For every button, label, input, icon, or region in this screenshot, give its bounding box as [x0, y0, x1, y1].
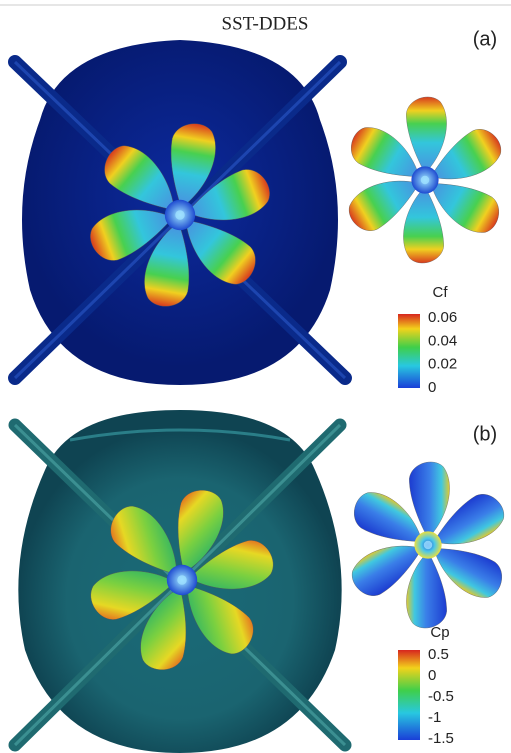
- panel-label: (b): [473, 423, 497, 445]
- panel-label: (a): [473, 28, 497, 50]
- figure: SST-DDES (a) Cf (b) Cp 0.060.040.0200.50…: [0, 0, 511, 753]
- colorbar: [398, 314, 420, 388]
- propeller: [345, 462, 510, 628]
- hub-cap: [177, 575, 187, 585]
- figure-title: SST-DDES: [222, 13, 309, 34]
- colorbar-tick-label: 0.04: [428, 332, 457, 349]
- colorbar-tick-label: -1.5: [428, 730, 454, 747]
- hub-cap: [424, 541, 433, 550]
- colorbar-title: Cf: [433, 284, 449, 301]
- propeller: [342, 97, 507, 263]
- colorbar-tick-label: 0.02: [428, 356, 457, 373]
- hub-cap: [421, 176, 430, 185]
- colorbar-tick-label: 0.5: [428, 646, 449, 663]
- colorbar-tick-label: 0: [428, 379, 436, 396]
- colorbar-tick-label: 0: [428, 667, 436, 684]
- colorbar-tick-label: 0.06: [428, 309, 457, 326]
- colorbar-tick-label: -1: [428, 709, 441, 726]
- colorbar-tick-label: -0.5: [428, 688, 454, 705]
- hub-cap: [175, 210, 185, 220]
- colorbar: [398, 650, 420, 740]
